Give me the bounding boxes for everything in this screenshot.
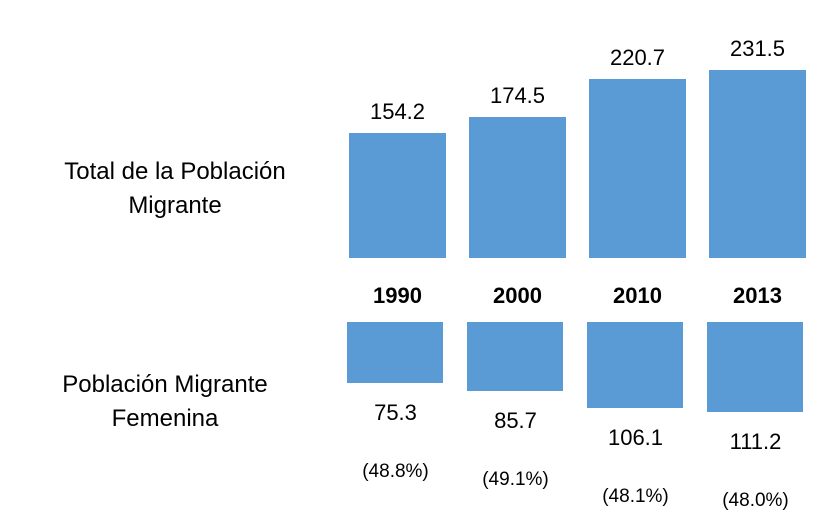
bar [589, 79, 686, 258]
data-label: 220.7 [609, 45, 666, 71]
x-tick-label: 1990 [373, 283, 422, 308]
annotation: (48.1%) [602, 485, 669, 507]
x-tick-label: 2013 [733, 283, 782, 308]
series-label: Población Migrante Femenina [62, 371, 268, 432]
bar [707, 322, 803, 413]
bar [467, 322, 563, 392]
bar [587, 322, 683, 408]
bar [347, 322, 443, 383]
data-label: 75.3 [374, 399, 417, 425]
bar [349, 133, 446, 258]
annotation: (48.8%) [362, 460, 429, 482]
data-label: 106.1 [607, 424, 664, 450]
annotation: (48.0%) [722, 490, 789, 512]
data-label: 111.2 [729, 429, 782, 455]
data-label: 231.5 [729, 36, 786, 62]
series-label: Total de la Población Migrante [64, 158, 286, 219]
x-tick-label: 2010 [613, 283, 662, 308]
annotation: (49.1%) [482, 469, 549, 491]
data-label: 85.7 [494, 408, 537, 434]
x-tick-label: 2000 [493, 283, 542, 308]
data-label: 174.5 [489, 82, 546, 108]
data-label: 154.2 [369, 99, 426, 125]
bar [709, 70, 806, 258]
bar [469, 116, 566, 258]
